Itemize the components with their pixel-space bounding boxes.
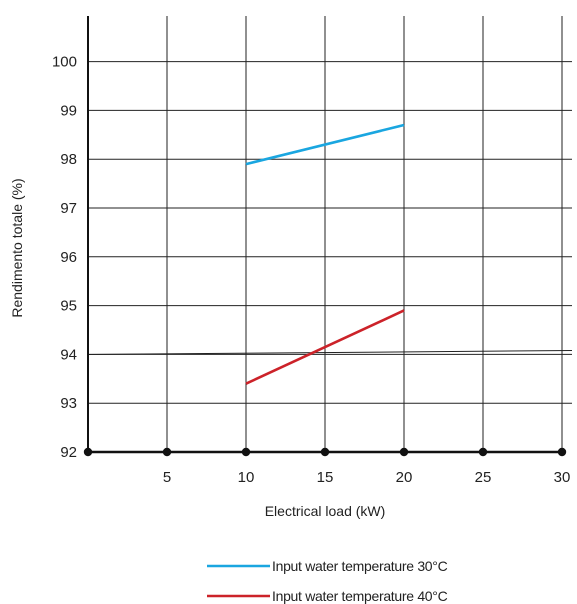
reference-line-segment: [87, 350, 573, 355]
legend-label-2: Input water temperature 40°C: [272, 588, 448, 604]
reference-line: [87, 350, 573, 355]
x-tick-label: 5: [163, 469, 171, 486]
x-tick-label: 30: [554, 469, 571, 486]
y-tick-label: 94: [60, 346, 77, 363]
y-tick-label: 98: [60, 151, 77, 168]
series-group: [245, 123, 405, 385]
y-tick-labels: 92 93 94 95 96 97 98 99 100: [52, 54, 77, 461]
y-tick-label: 99: [60, 102, 77, 119]
x-axis-tick-dot: [162, 447, 172, 457]
grid: [88, 16, 572, 452]
x-axis-tick-dot: [478, 447, 488, 457]
axes: [83, 16, 567, 457]
y-tick-label: 95: [60, 298, 77, 315]
y-tick-label: 92: [60, 444, 77, 461]
series-line-2: [245, 309, 405, 385]
x-tick-label: 20: [396, 469, 413, 486]
series-line-1: [245, 123, 405, 166]
legend-label-1: Input water temperature 30°C: [272, 558, 448, 574]
x-axis-tick-dot: [557, 447, 567, 457]
x-axis-tick-dot: [320, 447, 330, 457]
x-tick-label: 25: [475, 469, 492, 486]
y-axis-title: Rendimento totale (%): [9, 178, 25, 317]
x-axis-title: Electrical load (kW): [265, 503, 386, 519]
y-tick-label: 93: [60, 395, 77, 412]
y-tick-label: 100: [52, 54, 77, 71]
x-tick-label: 15: [317, 469, 334, 486]
x-axis-tick-dot: [241, 447, 251, 457]
x-tick-labels: 5 10 15 20 25 30: [163, 469, 571, 486]
y-tick-label: 97: [60, 200, 77, 217]
x-axis-tick-dot: [83, 447, 93, 457]
legend: Input water temperature 30°C Input water …: [207, 558, 448, 604]
x-axis-tick-dot: [399, 447, 409, 457]
y-tick-label: 96: [60, 249, 77, 266]
x-tick-label: 10: [238, 469, 255, 486]
